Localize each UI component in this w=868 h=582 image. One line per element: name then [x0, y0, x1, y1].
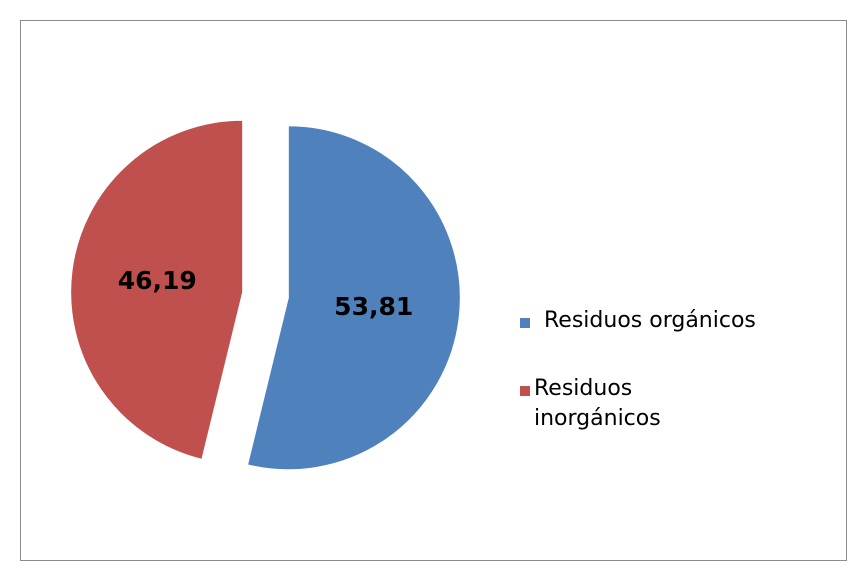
legend-swatch: [520, 318, 530, 328]
pie-slice: [70, 119, 244, 460]
legend-label: Residuos orgánicos: [544, 308, 756, 333]
legend-item: Residuos inorgánicos: [520, 374, 756, 434]
legend-label: Residuos inorgánicos: [534, 376, 661, 431]
pie-slice: [246, 125, 461, 471]
legend: Residuos orgánicos Residuos inorgánicos: [520, 306, 756, 472]
data-label: 46,19: [118, 266, 197, 295]
legend-item: Residuos orgánicos: [520, 306, 756, 336]
legend-swatch: [520, 386, 530, 396]
data-label: 53,81: [334, 292, 413, 321]
chart-frame: [20, 20, 847, 561]
